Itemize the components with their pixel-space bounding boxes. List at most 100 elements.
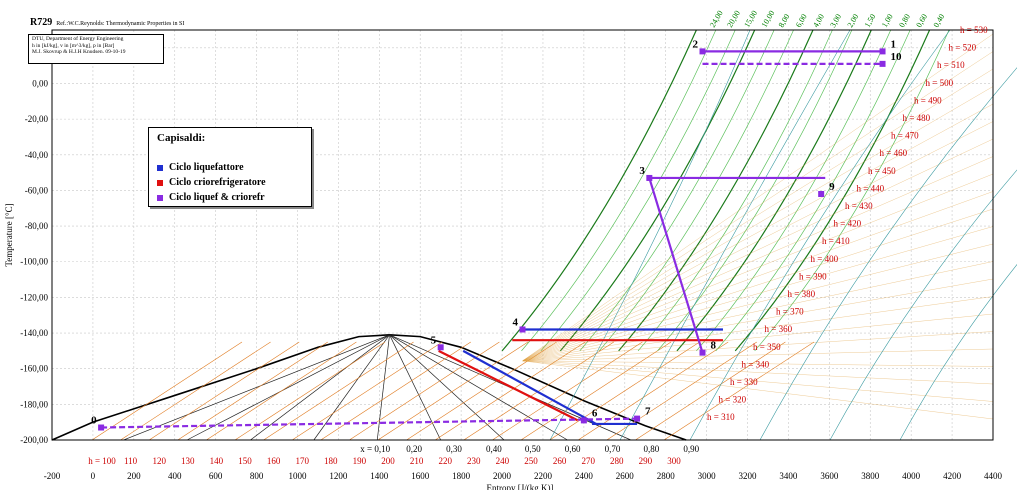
x-tick-label: 4200 — [943, 471, 962, 481]
enthalpy-bottom-label: 130 — [181, 456, 195, 466]
enthalpy-bottom-label: 240 — [496, 456, 510, 466]
state-point-label: 9 — [829, 181, 835, 193]
axes — [51, 29, 994, 441]
state-point-label: 6 — [592, 407, 598, 419]
x-tick-label: 600 — [209, 471, 223, 481]
enthalpy-bottom-label: 210 — [410, 456, 424, 466]
state-point-marker — [98, 424, 105, 431]
isenthalp-line — [149, 341, 300, 441]
x-tick-label: 3200 — [739, 471, 758, 481]
isoquality-line — [389, 334, 505, 441]
quality-label: 0,20 — [406, 444, 422, 454]
isobar-line — [637, 29, 833, 352]
isenthalp-vapor-line — [522, 331, 994, 362]
isobar-line — [657, 29, 853, 352]
isenthalp-vapor-line — [522, 156, 994, 362]
isoquality-line — [313, 334, 390, 441]
y-tick-label: -60,00 — [25, 185, 49, 195]
info-box: DTU, Department of Energy Engineering h … — [28, 34, 164, 64]
isenthalp-line — [206, 341, 357, 441]
state-points: 0 1 2 3 4 5 6 7 8 9 10 — [91, 38, 902, 431]
isobar-line — [559, 29, 756, 352]
enthalpy-right-label: h = 510 — [937, 60, 965, 70]
state-point-marker — [437, 344, 444, 351]
pressure-label: 1,00 — [880, 12, 895, 29]
enthalpy-right-label: h = 320 — [719, 395, 747, 405]
info-line: DTU, Department of Energy Engineering — [32, 36, 124, 42]
pressure-label: 0,60 — [914, 12, 929, 29]
pressure-label: 6,00 — [794, 12, 809, 29]
legend-title: Capisaldi: — [157, 132, 206, 144]
isenthalp-vapor-line — [522, 208, 994, 362]
y-tick-label: -120,00 — [20, 292, 48, 302]
enthalpy-right-label: h = 430 — [845, 201, 873, 211]
enthalpy-right-label: h = 470 — [891, 131, 919, 141]
enthalpy-right-label: h = 360 — [765, 324, 793, 334]
enthalpy-right-label: h = 340 — [742, 359, 770, 369]
enthalpy-bottom-label: 270 — [581, 456, 595, 466]
state-point-marker — [646, 174, 653, 181]
legend-item-liquefattore: Ciclo liquefattore — [157, 162, 244, 173]
state-point-label: 1 — [891, 38, 897, 50]
x-tick-label: 3000 — [698, 471, 717, 481]
pressure-label: 24,00 — [708, 9, 725, 29]
quality-label: 0,80 — [644, 444, 660, 454]
pressure-label: 10,00 — [760, 9, 777, 29]
quality-label: 0,90 — [683, 444, 699, 454]
enthalpy-right-label: h = 500 — [926, 78, 954, 88]
quality-label: 0,70 — [605, 444, 621, 454]
pressure-label: 3,00 — [828, 12, 843, 29]
isenthalp-line — [120, 341, 271, 441]
enthalpy-right-label: h = 450 — [868, 166, 896, 176]
info-line: M.J. Skovrup & H.J.H Knudsen. 09-10-19 — [32, 49, 126, 56]
isochor-line — [689, 29, 951, 441]
legend-swatch — [157, 164, 163, 171]
legend-label: Ciclo liquef & criorefr — [169, 192, 265, 203]
y-tick-label: -140,00 — [20, 328, 48, 338]
enthalpy-right-label: h = 350 — [753, 342, 781, 352]
isenthalp-vapor-line — [522, 33, 994, 362]
chart-title: R729 Ref.:W.C.Reynolds: Thermodynamic Pro… — [30, 17, 184, 28]
subtitle-text: Ref.:W.C.Reynolds: Thermodynamic Propert… — [56, 21, 185, 27]
state-point-marker — [699, 48, 706, 55]
x-tick-label: 3600 — [820, 471, 839, 481]
enthalpy-bottom-label: h = 100 — [88, 456, 116, 466]
enthalpy-bottom-label: 180 — [324, 456, 338, 466]
x-tick-label: 2000 — [493, 471, 512, 481]
state-point-marker — [879, 48, 886, 55]
pressure-label: 8,00 — [777, 12, 792, 29]
state-point-label: 0 — [91, 415, 97, 427]
isobar-line — [521, 29, 717, 352]
quality-label: 0,60 — [565, 444, 581, 454]
legend-swatch — [157, 194, 163, 201]
enthalpy-right-label: h = 480 — [903, 113, 931, 123]
isenthalp-line — [91, 341, 243, 441]
state-point-label: 7 — [645, 406, 651, 418]
enthalpy-right-label: h = 310 — [707, 412, 735, 422]
isenthalp-vapor-line — [522, 296, 994, 362]
isenthalp-vapor-line — [522, 313, 994, 362]
isenthalp-vapor-line — [522, 360, 994, 385]
cycle-segment — [462, 349, 597, 425]
y-axis-title: Temperature [°C] — [4, 203, 14, 266]
pressure-label: 0,80 — [897, 12, 912, 29]
y-tick-label: -100,00 — [20, 257, 48, 267]
x-tick-label: 3800 — [861, 471, 880, 481]
isenthalp-vapor-line — [522, 360, 994, 420]
y-tick-label: -180,00 — [20, 399, 48, 409]
isenthalp-line — [234, 341, 386, 441]
enthalpy-right-label: h = 380 — [788, 289, 816, 299]
enthalpy-bottom-label: 230 — [467, 456, 481, 466]
enthalpy-right-label: h = 520 — [949, 43, 977, 53]
legend-swatch — [157, 179, 163, 186]
isenthalp-line — [263, 341, 414, 441]
chart-grid — [51, 30, 994, 441]
isoquality-line — [123, 334, 390, 441]
x-tick-label: 4400 — [984, 471, 1003, 481]
isenthalp-line — [549, 341, 700, 441]
legend-item-criorefrigeratore: Ciclo criorefrigeratore — [157, 177, 266, 188]
enthalpy-right-label: h = 330 — [730, 377, 758, 387]
enthalpy-bottom-label: 170 — [295, 456, 309, 466]
pressure-label: 15,00 — [742, 9, 759, 29]
legend: Capisaldi: Ciclo liquefattore Ciclo crio… — [148, 127, 312, 207]
